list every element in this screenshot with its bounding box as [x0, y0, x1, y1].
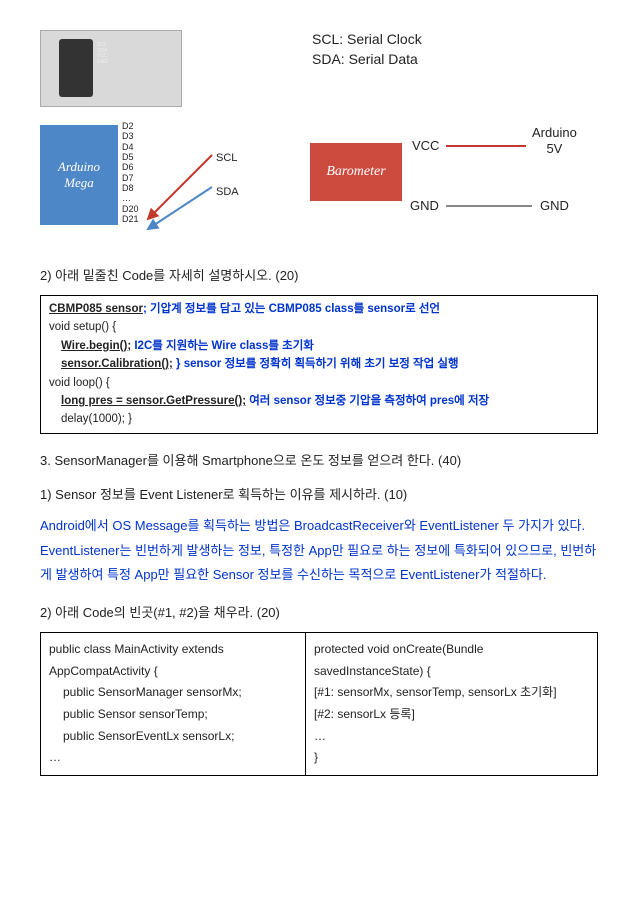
gnd-line	[446, 205, 532, 207]
sensor-photo: SCLSDAVCCGND	[40, 30, 182, 107]
arduino-mega-box: Arduino Mega	[40, 125, 118, 225]
q3-sub1: 1) Sensor 정보를 Event Listener로 획득하는 이유를 제…	[40, 484, 598, 506]
q3-answer: Android에서 OS Message를 획득하는 방법은 Broadcast…	[40, 514, 598, 588]
arrow-svg	[120, 125, 220, 235]
serial-definitions: SCL: Serial Clock SDA: Serial Data	[312, 30, 422, 69]
code-line-6: long pres = sensor.GetPressure(); 여러 sen…	[49, 392, 589, 410]
diagram-mega: Arduino Mega D2 D3 D4 D5 D6 D7 D8 … D20 …	[40, 125, 270, 245]
code-line-1: CBMP085 sensor; 기압계 정보를 담고 있는 CBMP085 cl…	[49, 300, 589, 318]
q2-code-box: CBMP085 sensor; 기압계 정보를 담고 있는 CBMP085 cl…	[40, 295, 598, 434]
vcc-label: VCC	[412, 135, 439, 157]
q3-sub2: 2) 아래 Code의 빈곳(#1, #2)을 채우라. (20)	[40, 602, 598, 624]
sda-definition: SDA: Serial Data	[312, 50, 422, 70]
diagram-row: Arduino Mega D2 D3 D4 D5 D6 D7 D8 … D20 …	[40, 125, 598, 245]
photo-pin-labels: SCLSDAVCCGND	[97, 43, 108, 65]
q3-title: 3. SensorManager를 이용해 Smartphone으로 온도 정보…	[40, 450, 598, 472]
arduino-5v-label: Arduino 5V	[532, 125, 577, 156]
code-line-5: void loop() {	[49, 374, 589, 392]
header-row: SCLSDAVCCGND SCL: Serial Clock SDA: Seri…	[40, 30, 598, 107]
barometer-box: Barometer	[310, 143, 402, 201]
gnd-left-label: GND	[410, 195, 439, 217]
scl-definition: SCL: Serial Clock	[312, 30, 422, 50]
q3-code-box: public class MainActivity extends AppCom…	[40, 632, 598, 776]
diagram-barometer: Barometer VCC GND Arduino 5V GND	[310, 125, 590, 245]
code-line-3: Wire.begin(); I2C를 지원하는 Wire class를 초기화	[49, 337, 589, 355]
sda-label: SDA	[216, 183, 239, 202]
code-line-7: delay(1000); }	[49, 410, 589, 428]
scl-label: SCL	[216, 149, 237, 168]
q2-prompt: 2) 아래 밑줄친 Code를 자세히 설명하시오. (20)	[40, 265, 598, 287]
code-left-column: public class MainActivity extends AppCom…	[40, 632, 305, 776]
code-right-column: protected void onCreate(Bundle savedInst…	[305, 632, 598, 776]
gnd-right-label: GND	[540, 195, 569, 217]
code-line-2: void setup() {	[49, 318, 589, 336]
vcc-line	[446, 145, 526, 147]
code-line-4: sensor.Calibration(); } sensor 정보를 정확히 획…	[49, 355, 589, 373]
